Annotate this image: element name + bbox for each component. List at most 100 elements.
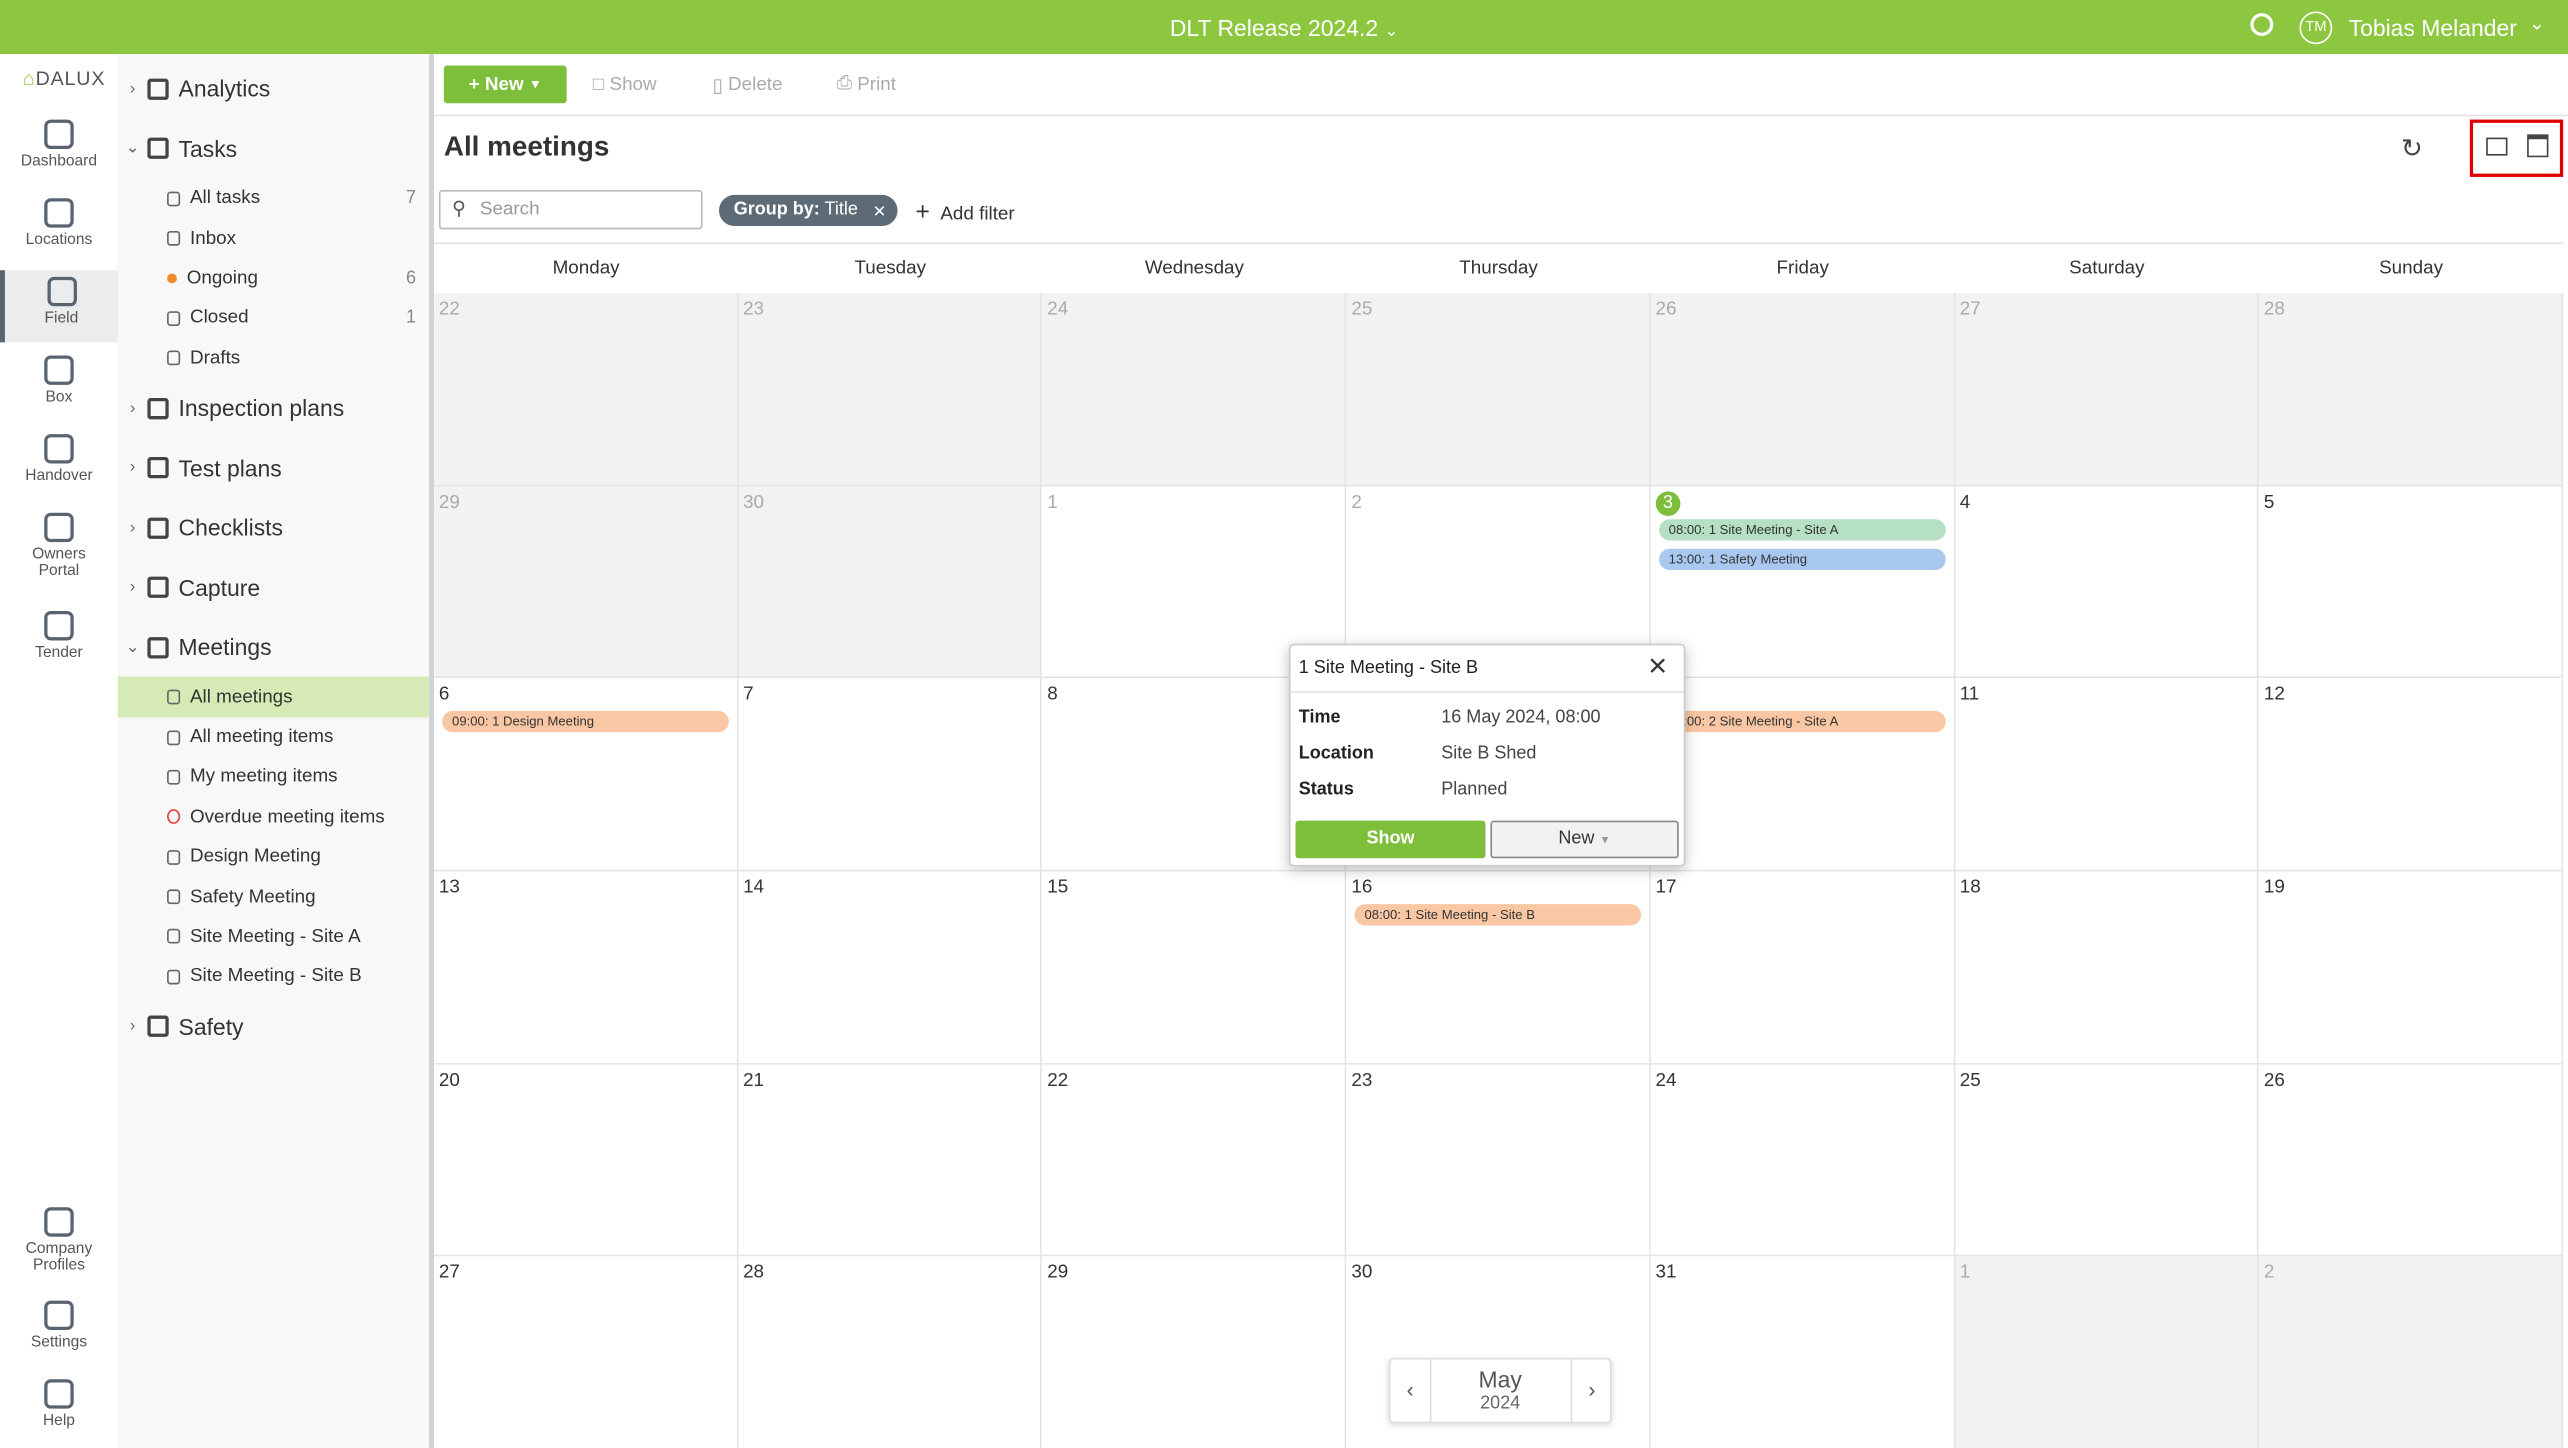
day-cell[interactable]: 16 08:00: 1 Site Meeting - Site B (1346, 871, 1651, 1065)
avatar[interactable]: TM (2299, 11, 2333, 45)
day-cell[interactable]: 26 (1650, 293, 1955, 486)
day-cell[interactable]: 15 (1042, 871, 1347, 1065)
day-cell[interactable]: 13 (434, 871, 739, 1065)
rail-item[interactable]: Handover (0, 428, 118, 500)
item-icon (167, 310, 181, 326)
sidebar-item[interactable]: All tasks 7 (118, 179, 429, 219)
day-cell[interactable]: 20 (434, 1064, 739, 1257)
event[interactable]: 13:00: 1 Safety Meeting (1658, 548, 1945, 570)
sidebar-group[interactable]: › Safety (118, 997, 429, 1057)
popup-close[interactable]: × (1648, 648, 1668, 685)
sidebar-item[interactable]: All meeting items (118, 717, 429, 757)
sidebar-group[interactable]: › Inspection plans (118, 378, 429, 438)
sidebar-item[interactable]: Safety Meeting (118, 877, 429, 917)
sidebar-group[interactable]: ⌄ Tasks (118, 119, 429, 179)
popup-show-button[interactable]: Show (1295, 820, 1486, 859)
rail-item[interactable]: Help (0, 1373, 118, 1431)
search-input[interactable]: ⚲ Search (438, 190, 703, 230)
day-cell[interactable]: 4 (1954, 485, 2259, 679)
event[interactable]: 09:00: 1 Design Meeting (442, 711, 729, 733)
new-button[interactable]: + New ▼ (443, 65, 567, 104)
logo[interactable]: ⌂DALUX (22, 67, 106, 91)
day-cell[interactable]: 7 (738, 678, 1043, 872)
day-cell[interactable]: 12 (2258, 678, 2564, 872)
event[interactable]: 08:00: 1 Site Meeting - Site A (1658, 518, 1945, 540)
list-view-toggle[interactable] (2486, 137, 2508, 156)
sidebar-group[interactable]: › Test plans (118, 438, 429, 498)
history-icon[interactable] (2250, 13, 2274, 37)
sidebar-item[interactable]: Site Meeting - Site A (118, 917, 429, 957)
day-cell[interactable]: 5 (2258, 485, 2564, 679)
day-cell[interactable]: 27 (434, 1256, 739, 1448)
sidebar-item[interactable]: Site Meeting - Site B (118, 957, 429, 997)
next-month[interactable]: › (1570, 1359, 1612, 1422)
sidebar-item[interactable]: Inbox (118, 218, 429, 258)
day-cell[interactable]: 14 (738, 871, 1043, 1065)
rail-item[interactable]: Box (0, 349, 118, 421)
sidebar-group[interactable]: › Checklists (118, 498, 429, 558)
day-cell[interactable]: 24 (1650, 1064, 1955, 1257)
event[interactable]: 08:00: 2 Site Meeting - Site A (1658, 711, 1945, 733)
rail-item[interactable]: Tender (0, 604, 118, 676)
sidebar-item[interactable]: Closed 1 (118, 298, 429, 338)
day-cell[interactable]: 25 (1346, 293, 1651, 486)
sidebar-group[interactable]: › Analytics (118, 59, 429, 119)
sidebar-group[interactable]: › Capture (118, 558, 429, 618)
show-button[interactable]: □ Show (592, 74, 657, 95)
sidebar-group[interactable]: ⌄ Meetings (118, 617, 429, 677)
rail-item[interactable]: Settings (0, 1294, 118, 1352)
group-by-chip[interactable]: Group by: Title × (718, 194, 898, 227)
day-cell[interactable]: 29 (434, 485, 739, 679)
day-cell[interactable]: 29 (1042, 1256, 1347, 1448)
day-cell[interactable]: 23 (1346, 1064, 1651, 1257)
sidebar-item[interactable]: Ongoing 6 (118, 258, 429, 298)
day-cell[interactable]: 25 (1954, 1064, 2259, 1257)
day-cell[interactable]: 28 (2258, 293, 2564, 486)
day-cell[interactable]: 22 (1042, 1064, 1347, 1257)
day-cell[interactable]: 24 (1042, 293, 1347, 486)
rail-icon (44, 610, 74, 641)
day-cell[interactable]: 30 (738, 485, 1043, 679)
toolbar: + New ▼ □ Show ▯ Delete ⎙ Print (434, 54, 2568, 117)
day-cell[interactable]: 1 (1954, 1256, 2259, 1448)
day-cell[interactable]: 3 08:00: 1 Site Meeting - Site A 13:00: 1 … (1650, 485, 1955, 679)
rail-item[interactable]: Dashboard (0, 113, 118, 185)
rail-item[interactable]: Company Profiles (0, 1201, 118, 1276)
day-cell[interactable]: 2 (2258, 1256, 2564, 1448)
refresh-button[interactable]: ↻ (2401, 135, 2423, 164)
day-number: 24 (1655, 1070, 1677, 1091)
day-cell[interactable]: 1008:00: 2 Site Meeting - Site A (1650, 678, 1955, 872)
project-selector[interactable]: DLT Release 2024.2 ⌄ (1169, 14, 1399, 41)
add-filter[interactable]: + Add filter (915, 198, 1015, 227)
day-cell[interactable]: 23 (738, 293, 1043, 486)
sidebar-item[interactable]: My meeting items (118, 757, 429, 797)
day-cell[interactable]: 17 (1650, 871, 1955, 1065)
sidebar-item[interactable]: Design Meeting (118, 837, 429, 877)
rail-item[interactable]: Field (0, 270, 118, 343)
day-cell[interactable]: 22 (434, 293, 739, 486)
day-cell[interactable]: 11 (1954, 678, 2259, 872)
popup-new-button[interactable]: New ▼ (1490, 820, 1679, 859)
day-cell[interactable]: 28 (738, 1256, 1043, 1448)
day-cell[interactable]: 21 (738, 1064, 1043, 1257)
delete-button[interactable]: ▯ Delete (712, 74, 783, 96)
day-cell[interactable]: 31 (1650, 1256, 1955, 1448)
rail-item[interactable]: Owners Portal (0, 506, 118, 588)
day-cell[interactable]: 18 (1954, 871, 2259, 1065)
day-cell[interactable]: 6 09:00: 1 Design Meeting (434, 678, 739, 872)
prev-month[interactable]: ‹ (1390, 1359, 1432, 1422)
project-name: DLT Release 2024.2 (1169, 14, 1379, 41)
sidebar-item[interactable]: Drafts (118, 338, 429, 378)
day-cell[interactable]: 19 (2258, 871, 2564, 1065)
calendar-view-toggle[interactable] (2527, 134, 2549, 158)
print-button[interactable]: ⎙ Print (836, 73, 896, 95)
field-label: Time (1298, 707, 1341, 728)
user-name[interactable]: Tobias Melander (2348, 14, 2517, 41)
user-menu-caret[interactable]: ⌄ (2528, 11, 2546, 35)
event[interactable]: 08:00: 1 Site Meeting - Site B (1354, 904, 1641, 926)
day-cell[interactable]: 26 (2258, 1064, 2564, 1257)
rail-item[interactable]: Locations (0, 192, 118, 264)
day-cell[interactable]: 27 (1954, 293, 2259, 486)
sidebar-item[interactable]: All meetings (117, 677, 430, 718)
sidebar-item[interactable]: Overdue meeting items (118, 797, 429, 837)
